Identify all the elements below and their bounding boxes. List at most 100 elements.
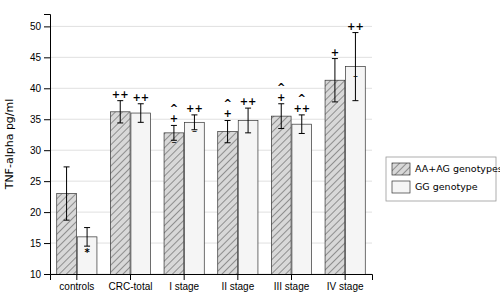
bar	[110, 112, 130, 274]
legend-label: GG genotype	[415, 181, 478, 192]
legend-swatch	[392, 163, 410, 175]
annotation: +	[223, 108, 231, 119]
y-tick-label: 35	[30, 114, 42, 125]
error-bar	[117, 101, 123, 123]
y-tick: 25	[30, 176, 50, 187]
annotation: ^	[170, 103, 178, 114]
annotation: ++	[240, 96, 257, 107]
legend-label: AA+AG genotypes	[415, 163, 500, 174]
plot: 10 15 20 25 30 35 40 45 50 controls CRC-total I sta…	[30, 15, 373, 302]
error-bar	[225, 120, 231, 142]
y-tick-mark	[44, 243, 50, 244]
y-tick-label: 30	[30, 145, 42, 156]
x-tick-label: II stage	[221, 281, 254, 292]
series-1	[77, 33, 365, 274]
annotation: ^	[277, 82, 285, 93]
annotation: ++	[112, 89, 129, 100]
y-tick: 15	[30, 238, 50, 249]
x-tick: CRC-total	[109, 274, 153, 292]
x-tick-label: I stage	[169, 281, 199, 292]
grid-line	[50, 119, 372, 120]
grid-line	[50, 26, 372, 27]
bar	[271, 116, 291, 274]
grid-line	[50, 181, 372, 182]
grid-line	[50, 57, 372, 58]
bar	[185, 122, 205, 274]
y-tick-label: 15	[30, 238, 42, 249]
annotation: +	[170, 113, 178, 124]
x-tick-mark	[76, 274, 77, 280]
y-tick: 20	[30, 207, 50, 218]
x-tick-label: III stage	[274, 281, 310, 292]
annotation: ++	[186, 103, 203, 114]
x-tick-label: IV stage	[327, 281, 364, 292]
y-axis: 10 15 20 25 30 35 40 45 50	[30, 15, 51, 280]
y-tick-mark	[44, 88, 50, 89]
y-tick-mark	[44, 57, 50, 58]
annotation: –	[192, 125, 197, 136]
y-tick-mark	[44, 26, 50, 27]
annotation: ^	[223, 98, 231, 109]
legend-swatch	[392, 181, 410, 193]
annotation: ++	[347, 21, 364, 32]
x-tick-mark	[184, 274, 185, 280]
error-bar	[352, 33, 358, 101]
annotation: –	[353, 70, 358, 81]
bar	[325, 80, 345, 274]
grid-line	[50, 88, 372, 89]
y-tick-mark	[44, 150, 50, 151]
error-bar	[299, 115, 305, 134]
y-tick-label: 40	[30, 83, 42, 94]
series-0	[57, 59, 345, 274]
y-tick: 30	[30, 145, 50, 156]
x-tick-label: controls	[59, 281, 94, 292]
y-tick: 50	[30, 21, 50, 32]
y-tick-label: 10	[30, 269, 42, 280]
grid	[50, 26, 372, 274]
bar	[292, 124, 312, 274]
y-axis-line	[44, 15, 51, 275]
y-tick: 10	[30, 269, 50, 280]
grid-line	[50, 243, 372, 244]
error-bar	[278, 104, 284, 129]
bar	[238, 120, 258, 274]
x-tick-mark	[130, 274, 131, 280]
annotations: +++^–+^+^+*++++–++++^++–	[84, 21, 363, 259]
y-tick-mark	[44, 119, 50, 120]
y-tick-label: 20	[30, 207, 42, 218]
x-tick: III stage	[274, 274, 310, 292]
y-tick: 35	[30, 114, 50, 125]
y-tick-label: 25	[30, 176, 42, 187]
grid-line	[50, 150, 372, 151]
x-tick: controls	[59, 274, 94, 292]
legend-item: AA+AG genotypes	[392, 163, 500, 176]
bar	[218, 132, 238, 274]
annotation: *	[84, 247, 90, 258]
annotation: –	[171, 136, 176, 147]
x-tick-mark	[291, 274, 292, 280]
marks	[57, 33, 366, 274]
x-tick: II stage	[221, 274, 254, 292]
annotation: ^	[298, 93, 306, 104]
x-tick-label: CRC-total	[109, 281, 153, 292]
y-tick-label: 50	[30, 21, 42, 32]
y-axis-title: TNF-alpha pg/ml	[3, 99, 16, 191]
error-bar	[64, 167, 70, 220]
chart: 10 15 20 25 30 35 40 45 50 controls CRC-total I sta…	[0, 0, 500, 302]
error-bar	[84, 228, 90, 247]
error-bar	[332, 59, 338, 102]
grid-line	[50, 212, 372, 213]
y-tick-label: 45	[30, 52, 42, 63]
bar	[164, 133, 184, 274]
error-bar	[245, 108, 251, 133]
x-tick: IV stage	[327, 274, 364, 292]
y-tick-mark	[44, 274, 50, 275]
annotation: +	[277, 92, 285, 103]
y-tick-mark	[44, 212, 50, 213]
x-tick-mark	[345, 274, 346, 280]
y-tick: 40	[30, 83, 50, 94]
annotation: ++	[293, 103, 310, 114]
annotation: ++	[132, 92, 149, 103]
legend: AA+AG genotypes GG genotype	[386, 157, 500, 201]
x-tick-mark	[237, 274, 238, 280]
